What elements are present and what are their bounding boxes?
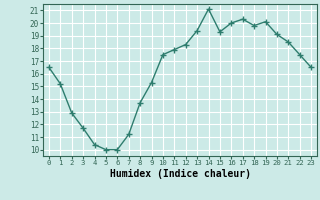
X-axis label: Humidex (Indice chaleur): Humidex (Indice chaleur)	[109, 169, 251, 179]
